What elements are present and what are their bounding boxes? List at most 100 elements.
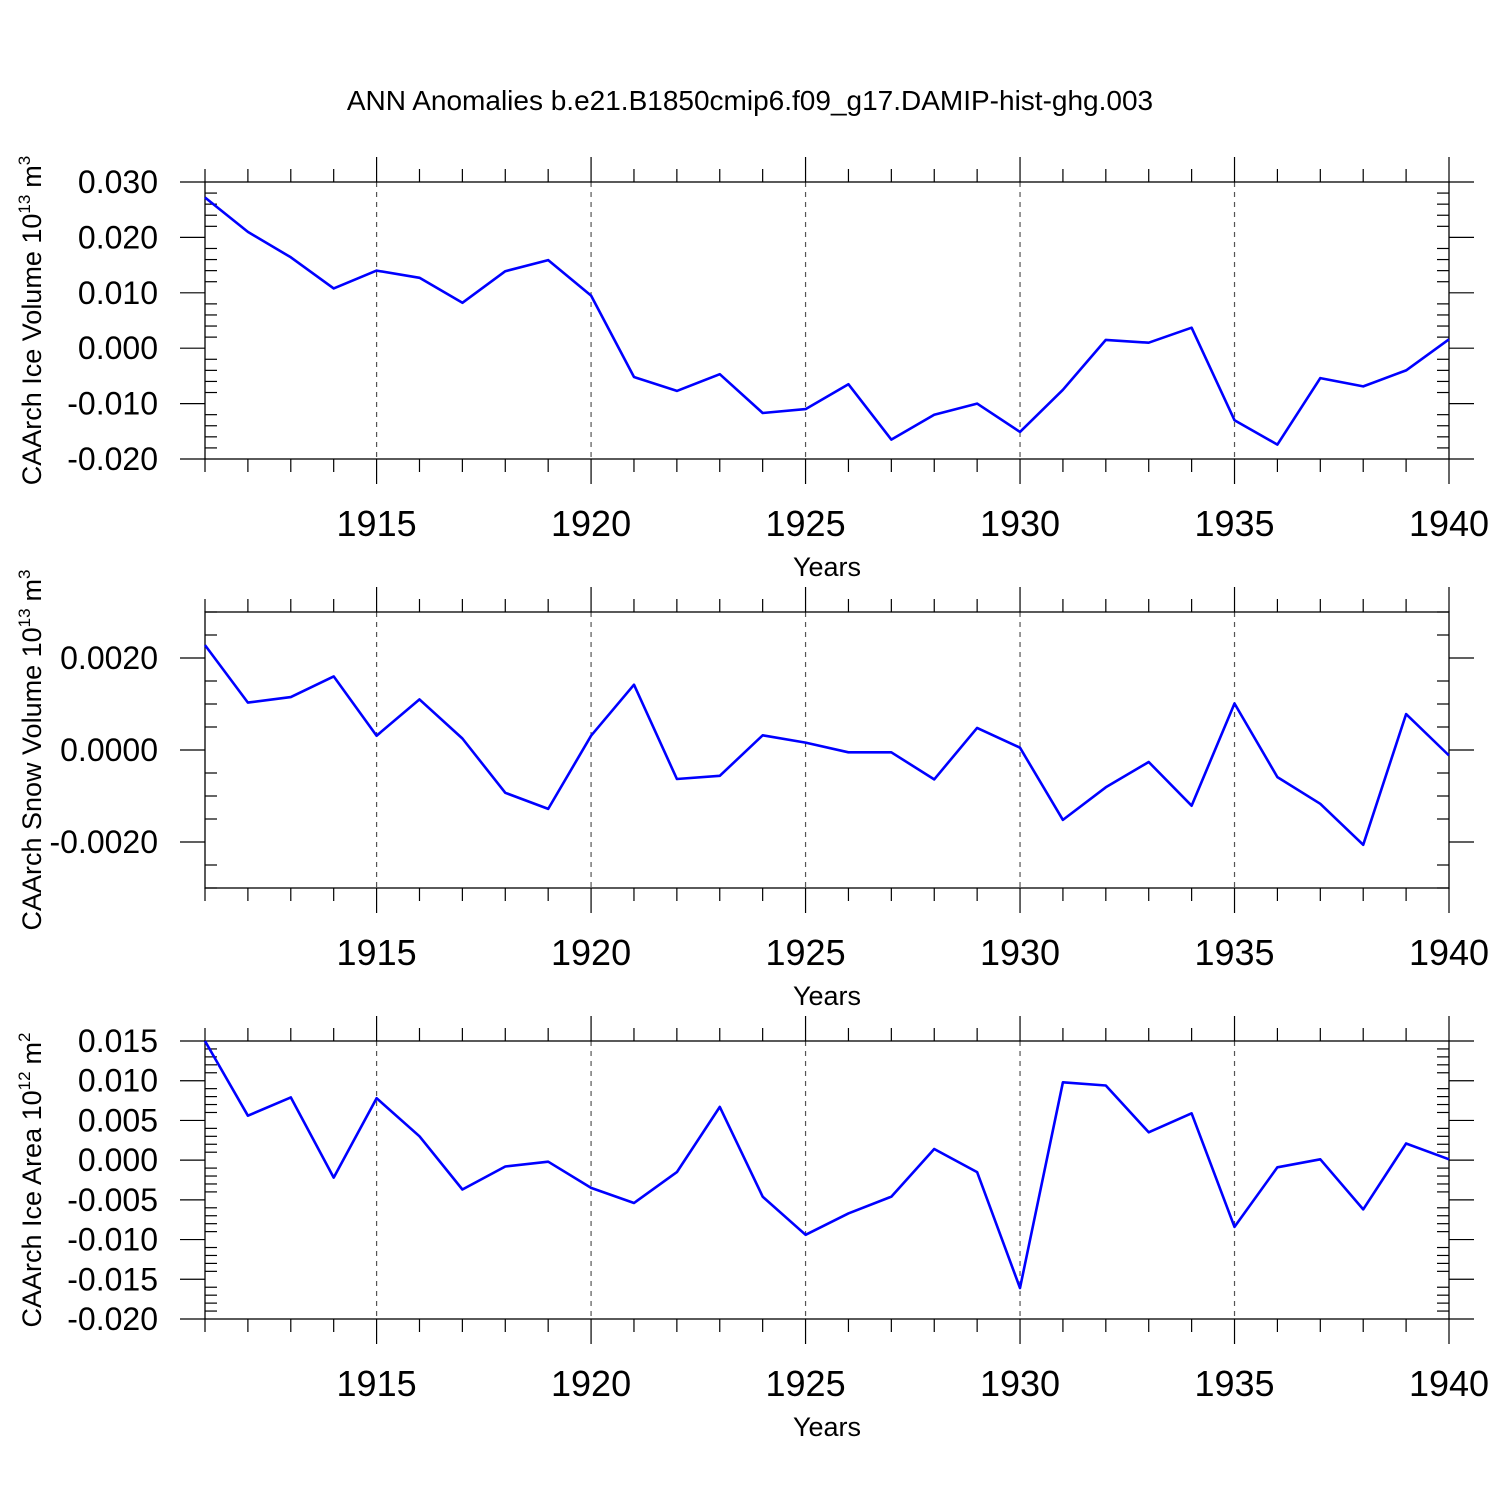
p1-point-1931	[1061, 388, 1065, 392]
figure-title: ANN Anomalies b.e21.B1850cmip6.f09_g17.D…	[347, 85, 1153, 116]
p1-point-1933	[1147, 341, 1151, 345]
p2-point-1922	[675, 777, 679, 781]
p1-point-1914	[332, 286, 336, 290]
p2-point-1918	[503, 791, 507, 795]
p2-ytick-label-2: 0.0020	[60, 640, 158, 676]
p1-xtick-label-1920: 1920	[551, 503, 631, 544]
p3-ytick-label-5: 0.005	[78, 1102, 158, 1138]
p3-point-1921	[632, 1201, 636, 1205]
p1-point-1922	[675, 389, 679, 393]
p1-xtick-label-1925: 1925	[766, 503, 846, 544]
p3-point-1926	[846, 1211, 850, 1215]
p3-ytick-label-0: -0.020	[67, 1301, 158, 1337]
p2-yaxis-label-exponent: 13	[15, 608, 34, 627]
p3-point-1911	[203, 1039, 207, 1043]
p1-ytick-label-5: 0.030	[78, 164, 158, 200]
p2-point-1936	[1275, 775, 1279, 779]
p3-point-1927	[889, 1195, 893, 1199]
p3-point-1933	[1147, 1130, 1151, 1134]
p2-series-line	[203, 644, 1450, 847]
p3-xtick-label-1935: 1935	[1194, 1363, 1274, 1404]
p3-point-1920	[589, 1186, 593, 1190]
p3-series-line	[203, 1040, 1450, 1290]
p3-point-1931	[1061, 1080, 1065, 1084]
p1-point-1911	[203, 196, 207, 200]
p2-point-1915	[375, 734, 379, 738]
p2-point-1911	[203, 643, 207, 647]
p3-point-1919	[546, 1160, 550, 1164]
p1-series-line	[204, 196, 1450, 446]
p1-point-1919	[546, 258, 550, 262]
p2-point-1923	[718, 774, 722, 778]
p2-point-1934	[1190, 804, 1194, 808]
p2-xtick-label-1935: 1935	[1194, 932, 1274, 973]
p2-point-1927	[889, 750, 893, 754]
p3-point-1913	[289, 1095, 293, 1099]
p1-point-1938	[1361, 384, 1365, 388]
p2-yaxis-label-unit-exponent: 3	[15, 569, 34, 578]
p3-yaxis-label-text: CAArch Ice Area 10	[17, 1090, 47, 1327]
p3-point-1923	[718, 1105, 722, 1109]
p3-xtick-label-1930: 1930	[980, 1363, 1060, 1404]
p1-yaxis-label-unit-exponent: 3	[15, 156, 34, 165]
p2-xtick-label-1920: 1920	[551, 932, 631, 973]
p3-xtick-label-1925: 1925	[766, 1363, 846, 1404]
p3-point-1932	[1104, 1083, 1108, 1087]
p3-point-1917	[460, 1188, 464, 1192]
p1-point-1913	[289, 255, 293, 259]
p2-point-1935	[1233, 702, 1237, 706]
p1-xaxis-label: Years	[793, 552, 861, 582]
p1-yaxis-label: CAArch Ice Volume 1013 m3	[15, 156, 47, 486]
p1-point-1929	[975, 402, 979, 406]
p1-point-1927	[889, 438, 893, 442]
p1-ytick-label-3: 0.010	[78, 275, 158, 311]
p3-yaxis-label-exponent: 12	[15, 1071, 34, 1090]
p1-ytick-label-2: 0.000	[78, 330, 158, 366]
p2-point-1924	[761, 733, 765, 737]
p2-xtick-label-1915: 1915	[337, 932, 417, 973]
p3-ytick-label-6: 0.010	[78, 1063, 158, 1099]
p2-point-1928	[932, 777, 936, 781]
p1-point-1917	[460, 301, 464, 305]
p1-point-1930	[1018, 430, 1022, 434]
p3-point-1936	[1275, 1165, 1279, 1169]
p3-yaxis-label-unit: m	[17, 1042, 47, 1065]
p3-point-1940	[1447, 1157, 1451, 1161]
panels: -0.020 -0.010 0.000 0.010 0.020 0.030 1915 1920…	[15, 156, 1489, 1442]
p2-point-1937	[1318, 802, 1322, 806]
p3-point-1916	[417, 1134, 421, 1138]
p2-ytick-label-1: 0.0000	[60, 732, 158, 768]
p3-point-1937	[1318, 1157, 1322, 1161]
p3-point-1930	[1018, 1286, 1022, 1290]
chart-panel-2: -0.0020 0.0000 0.0020 1915 1920 1925 1930 1935 1…	[15, 569, 1489, 1011]
p3-xtick-label-1920: 1920	[551, 1363, 631, 1404]
p3-point-1935	[1233, 1225, 1237, 1229]
p1-point-1920	[589, 294, 593, 298]
p1-point-1923	[718, 372, 722, 376]
p3-point-1922	[675, 1170, 679, 1174]
p3-point-1929	[975, 1170, 979, 1174]
p1-point-1937	[1318, 376, 1322, 380]
p1-point-1918	[503, 269, 507, 273]
p2-xtick-label-1925: 1925	[766, 932, 846, 973]
p2-point-1940	[1447, 754, 1451, 758]
p2-point-1913	[289, 695, 293, 699]
p1-ytick-label-4: 0.020	[78, 219, 158, 255]
p1-xtick-label-1930: 1930	[980, 503, 1060, 544]
p2-xtick-label-1940: 1940	[1409, 932, 1489, 973]
p3-point-1939	[1404, 1141, 1408, 1145]
p2-point-1938	[1361, 843, 1365, 847]
p1-point-1916	[417, 276, 421, 280]
p2-point-1932	[1104, 785, 1108, 789]
p2-point-1921	[632, 683, 636, 687]
p2-point-1939	[1404, 712, 1408, 716]
p1-point-1935	[1233, 418, 1237, 422]
p1-point-1939	[1404, 368, 1408, 372]
p1-point-1932	[1104, 338, 1108, 342]
p3-xtick-label-1940: 1940	[1409, 1363, 1489, 1404]
p3-yaxis-label-unit-exponent: 2	[15, 1032, 34, 1041]
p2-point-1925	[804, 741, 808, 745]
p1-xtick-label-1940: 1940	[1409, 503, 1489, 544]
